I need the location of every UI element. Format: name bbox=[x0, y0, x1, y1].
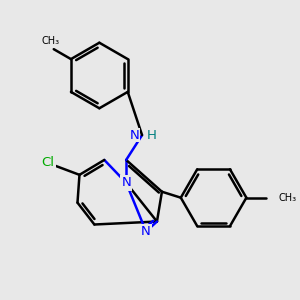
Text: CH₃: CH₃ bbox=[42, 36, 60, 46]
Text: H: H bbox=[147, 129, 157, 142]
Text: N: N bbox=[121, 176, 131, 189]
Text: N: N bbox=[129, 129, 139, 142]
Text: CH₃: CH₃ bbox=[278, 193, 296, 203]
Text: Cl: Cl bbox=[41, 156, 54, 170]
Text: N: N bbox=[141, 225, 151, 238]
